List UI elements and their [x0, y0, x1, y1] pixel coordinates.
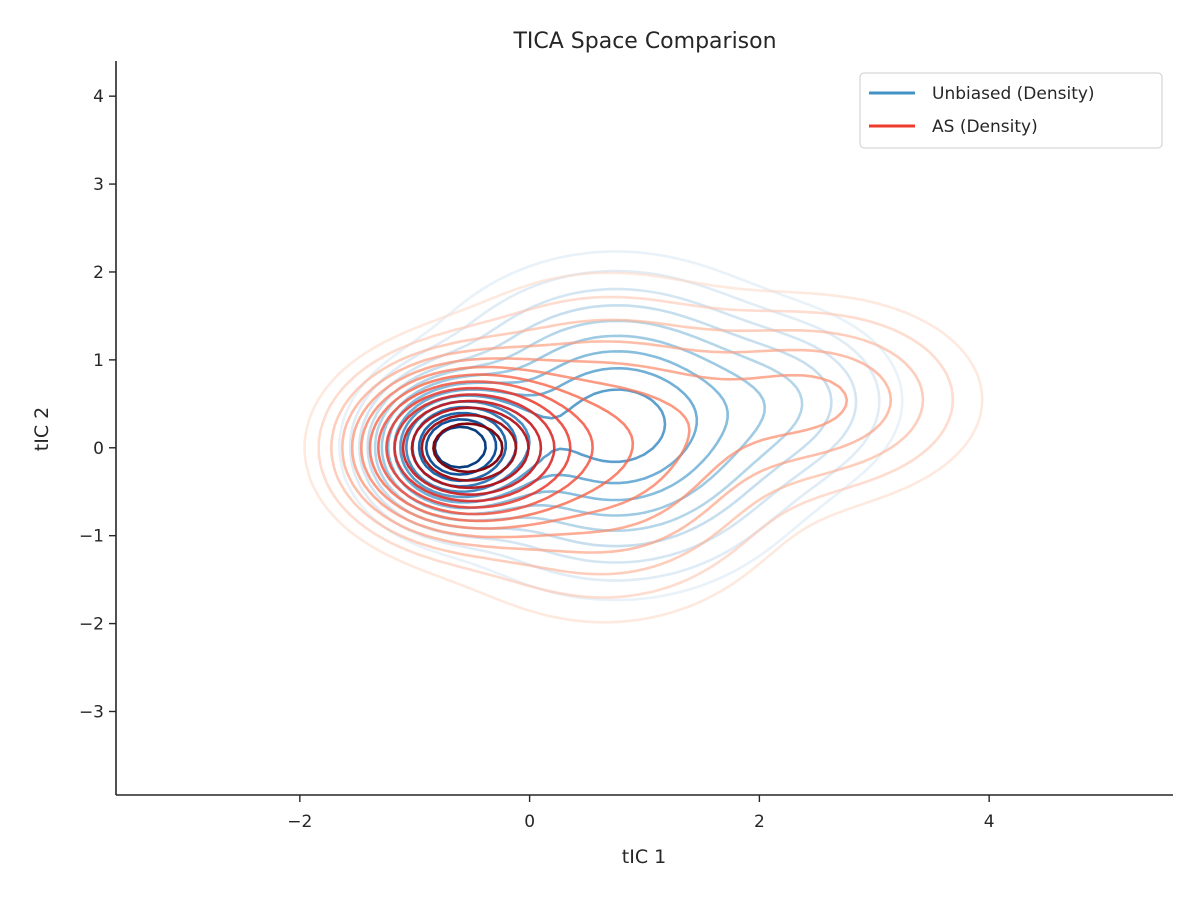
- y-tick-label: 3: [93, 175, 104, 195]
- y-axis-label: tIC 2: [31, 407, 53, 451]
- x-ticks: −2 0 2 4: [287, 795, 995, 832]
- contour-level: [410, 406, 530, 490]
- y-tick-label: 0: [93, 439, 104, 459]
- contour-level: [401, 399, 543, 496]
- y-tick-label: −3: [79, 702, 104, 722]
- x-tick-label: 0: [524, 812, 535, 832]
- contour-level: [393, 393, 556, 503]
- contour-level: [360, 365, 691, 530]
- x-tick-label: 4: [984, 812, 995, 832]
- plot-area: [303, 250, 984, 624]
- legend-label-unbiased: Unbiased (Density): [932, 84, 1095, 104]
- axes: −2 0 2 4 −3 −2 −1 0 1 2 3 4: [79, 61, 1173, 832]
- contour-level: [385, 386, 572, 509]
- y-tick-label: 2: [93, 263, 104, 283]
- contour-level: [317, 295, 955, 599]
- chart-title: TICA Space Comparison: [512, 29, 776, 54]
- y-tick-label: −1: [79, 527, 104, 547]
- contour-level: [417, 411, 507, 483]
- contour-level: [350, 357, 849, 539]
- contours-as-density: [303, 271, 984, 624]
- contour-level: [303, 271, 984, 624]
- contour-level: [433, 425, 487, 469]
- contour-level: [377, 380, 594, 516]
- contour-level: [368, 373, 635, 523]
- contour-level: [330, 318, 925, 576]
- legend-label-as: AS (Density): [932, 117, 1038, 137]
- contour-level: [432, 422, 504, 474]
- y-tick-label: 4: [93, 87, 104, 107]
- y-tick-label: −2: [79, 615, 104, 635]
- legend: Unbiased (Density) AS (Density): [859, 72, 1163, 149]
- x-tick-label: −2: [287, 812, 312, 832]
- x-axis-label: tIC 1: [622, 846, 666, 868]
- contour-level: [420, 413, 518, 482]
- x-tick-label: 2: [754, 812, 765, 832]
- legend-box: [859, 72, 1163, 149]
- y-tick-label: 1: [93, 351, 104, 371]
- contour-level: [341, 340, 893, 554]
- y-ticks: −3 −2 −1 0 1 2 3 4: [79, 87, 116, 722]
